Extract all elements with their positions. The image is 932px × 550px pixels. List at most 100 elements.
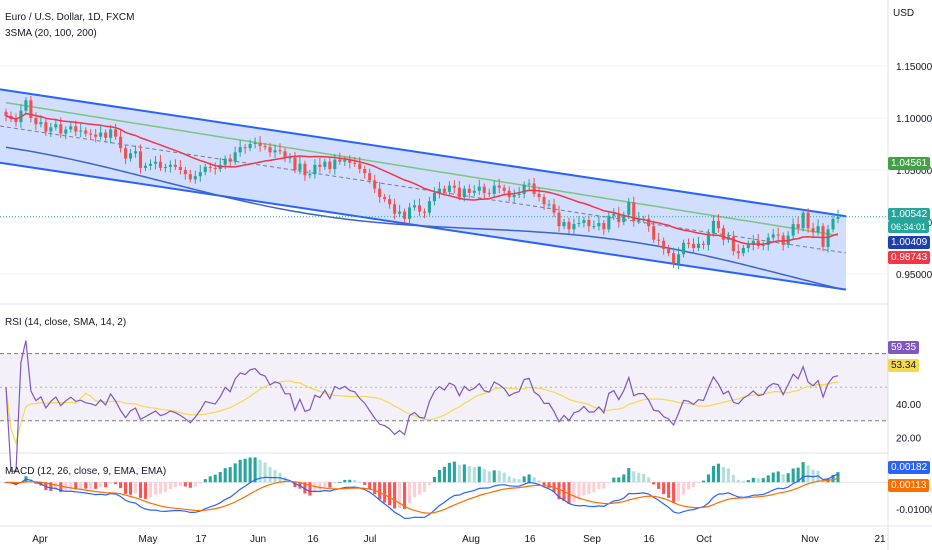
candle-body [427, 201, 432, 213]
macd-histogram-bar [756, 478, 760, 483]
candle-body [338, 159, 342, 162]
macd-histogram-bar [652, 482, 656, 485]
macd-histogram-bar [587, 482, 591, 495]
macd-histogram-bar [114, 482, 118, 485]
macd-histogram-bar [69, 482, 73, 490]
macd-histogram-bar [273, 469, 277, 483]
macd-histogram-bar [153, 482, 158, 495]
macd-histogram-bar [437, 469, 441, 483]
candle-body [667, 249, 671, 254]
macd-histogram-bar [258, 459, 262, 483]
macd-histogram-bar [472, 467, 476, 483]
macd-histogram-bar [801, 462, 805, 483]
macd-histogram-bar [403, 482, 407, 509]
candle-body [562, 222, 566, 227]
indicator-legend[interactable]: 3SMA (20, 100, 200) [5, 28, 97, 39]
candle-body [442, 188, 446, 192]
macd-histogram-bar [59, 482, 63, 493]
candle-body [303, 163, 307, 176]
macd-histogram-bar [457, 464, 461, 483]
candle-body [537, 193, 541, 198]
macd-histogram-bar [218, 472, 222, 483]
candle-body [527, 183, 531, 185]
candle-body [716, 220, 720, 229]
candle-body [64, 129, 68, 134]
macd-histogram-bar [303, 482, 307, 494]
macd-histogram-bar [477, 466, 481, 483]
last-price-badge: 1.00542 [888, 208, 931, 221]
candle-body [124, 148, 128, 159]
rsi-pane-label[interactable]: RSI (14, close, SMA, 14, 2) [5, 317, 127, 328]
macd-histogram-bar [393, 482, 397, 509]
time-tick-label: Jun [250, 534, 266, 545]
candle-body [368, 173, 372, 181]
candle-body [721, 228, 725, 240]
macd-histogram-bar [168, 482, 172, 490]
candle-body [677, 254, 681, 264]
macd-histogram-bar [208, 476, 212, 483]
macd-histogram-bar [223, 468, 227, 483]
candle-body [158, 161, 162, 168]
candle-body [482, 186, 486, 193]
macd-histogram-bar [736, 479, 740, 483]
macd-histogram-bar [84, 482, 88, 489]
candle-body [796, 224, 800, 229]
candle-body [328, 161, 332, 169]
candle-body [223, 158, 227, 165]
macd-histogram-bar [253, 457, 257, 483]
currency-label: USD [893, 8, 915, 19]
time-tick-label: 21 [874, 534, 886, 545]
macd-histogram-bar [721, 466, 725, 483]
candle-body [59, 124, 63, 134]
macd-histogram-bar [104, 482, 108, 488]
candle-body [632, 202, 636, 221]
candle-body [283, 151, 287, 158]
sma100-price-badge: 1.00409 [888, 236, 931, 249]
candle-body [472, 190, 476, 193]
candle-body [213, 167, 217, 169]
candle-body [567, 222, 571, 230]
macd-tick-label: -0.01000 [896, 505, 932, 516]
macd-histogram-bar [268, 467, 272, 483]
candle-body [706, 233, 711, 245]
candle-body [363, 168, 367, 174]
candle-body [273, 150, 277, 153]
macd-histogram-bar [791, 468, 795, 483]
candle-body [393, 204, 397, 214]
macd-histogram-bar [178, 482, 182, 487]
candle-body [751, 240, 755, 245]
sma200-price-badge: 1.04561 [888, 157, 931, 170]
macd-histogram-bar [667, 482, 671, 498]
macd-histogram-bar [358, 482, 362, 484]
macd-histogram-bar [338, 481, 342, 483]
candle-body [512, 194, 516, 198]
macd-histogram-bar [647, 477, 651, 483]
candle-body [148, 163, 153, 166]
macd-histogram-bar [746, 480, 750, 483]
candle-body [79, 130, 83, 132]
price-tick-label: 1.15000 [896, 62, 932, 73]
macd-histogram-bar [442, 466, 446, 483]
macd-histogram-bar [761, 478, 765, 483]
rsi-tick-label: 40.00 [896, 400, 921, 411]
candle-body [552, 204, 556, 213]
macd-pane-label[interactable]: MACD (12, 26, close, 9, EMA, EMA) [5, 466, 167, 477]
candle-body [353, 162, 357, 164]
macd-histogram-bar [537, 480, 541, 483]
candle-body [313, 164, 317, 175]
candle-body [647, 218, 651, 227]
candle-body [731, 236, 735, 252]
macd-histogram-bar [233, 463, 237, 483]
candle-body [258, 142, 262, 147]
candle-body [34, 118, 38, 125]
macd-histogram-bar [308, 482, 312, 496]
macd-histogram-bar [482, 469, 486, 483]
candle-body [378, 188, 382, 198]
macd-histogram-bar [462, 464, 466, 483]
macd-histogram-bar [811, 469, 815, 483]
candle-body [412, 205, 417, 208]
candle-body [323, 161, 327, 167]
candle-body [168, 164, 172, 167]
candle-body [417, 205, 422, 212]
